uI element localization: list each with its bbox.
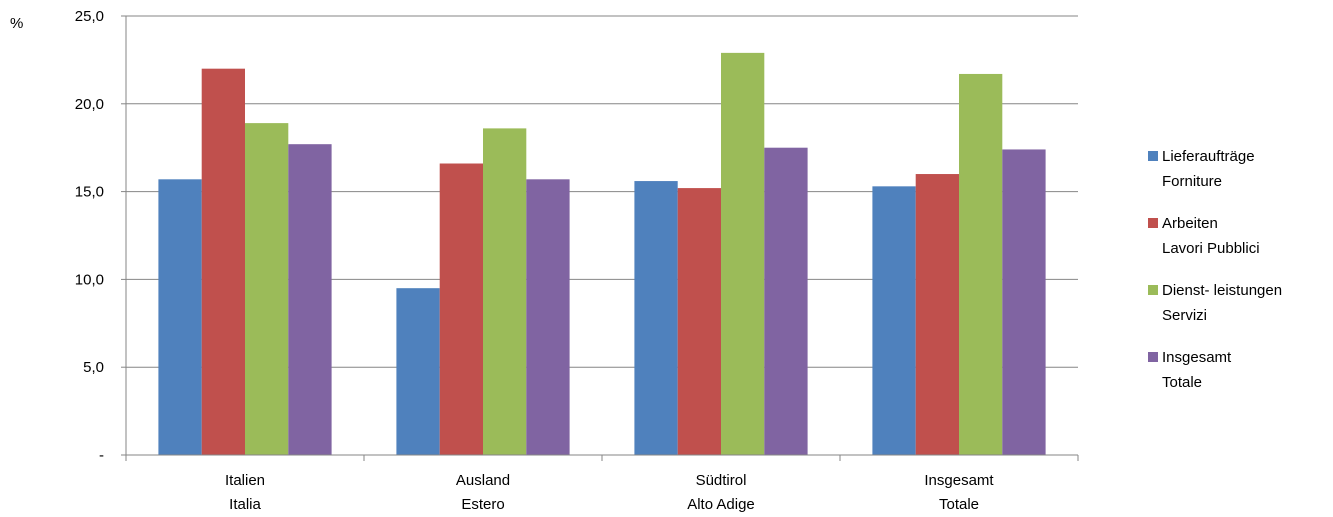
y-tick-label: 25,0 — [75, 8, 104, 25]
y-tick-labels: - 5,0 10,0 15,0 20,0 25,0 — [75, 8, 104, 464]
bar — [158, 179, 202, 456]
bar — [721, 52, 765, 455]
bar — [959, 73, 1003, 455]
legend-label: Insgesamt — [1162, 349, 1232, 366]
x-tick-label: Estero — [461, 496, 504, 513]
bar — [1002, 149, 1046, 455]
legend: Lieferaufträge Forniture Arbeiten Lavori Pu… — [1148, 148, 1282, 391]
legend-swatch — [1148, 352, 1158, 362]
y-tick-label: 20,0 — [75, 96, 104, 113]
bar — [764, 147, 808, 455]
x-tick-label: Italien — [225, 472, 265, 489]
bar — [483, 128, 527, 455]
bar — [245, 123, 289, 455]
bar — [872, 186, 916, 455]
x-tick-label: Totale — [939, 496, 979, 513]
y-tick-label: - — [99, 447, 104, 464]
bar — [396, 288, 440, 455]
x-tick-label: Alto Adige — [687, 496, 755, 513]
legend-label: Lieferaufträge — [1162, 148, 1255, 165]
bar — [915, 174, 959, 456]
bar — [439, 163, 483, 455]
y-tick-label: 15,0 — [75, 184, 104, 201]
legend-label: Forniture — [1162, 173, 1222, 190]
bars — [158, 52, 1046, 456]
y-axis-label: % — [10, 15, 23, 32]
x-tick-label: Insgesamt — [924, 472, 994, 489]
bar — [288, 144, 332, 456]
bar — [526, 179, 570, 456]
legend-swatch — [1148, 151, 1158, 161]
x-tick-labels: Italien Italia Ausland Estero Südtirol Alto A… — [225, 472, 994, 513]
legend-swatch — [1148, 218, 1158, 228]
x-tick-label: Südtirol — [696, 472, 747, 489]
bar — [634, 181, 678, 455]
bar — [201, 68, 245, 456]
legend-label: Servizi — [1162, 307, 1207, 324]
legend-label: Dienst- leistungen — [1162, 282, 1282, 299]
axes — [121, 15, 1079, 461]
y-tick-label: 5,0 — [83, 359, 104, 376]
x-tick-label: Ausland — [456, 472, 510, 489]
legend-label: Lavori Pubblici — [1162, 240, 1260, 257]
legend-label: Totale — [1162, 374, 1202, 391]
legend-label: Arbeiten — [1162, 215, 1218, 232]
y-tick-label: 10,0 — [75, 271, 104, 288]
bar — [677, 188, 721, 455]
legend-swatch — [1148, 285, 1158, 295]
x-tick-label: Italia — [229, 496, 261, 513]
